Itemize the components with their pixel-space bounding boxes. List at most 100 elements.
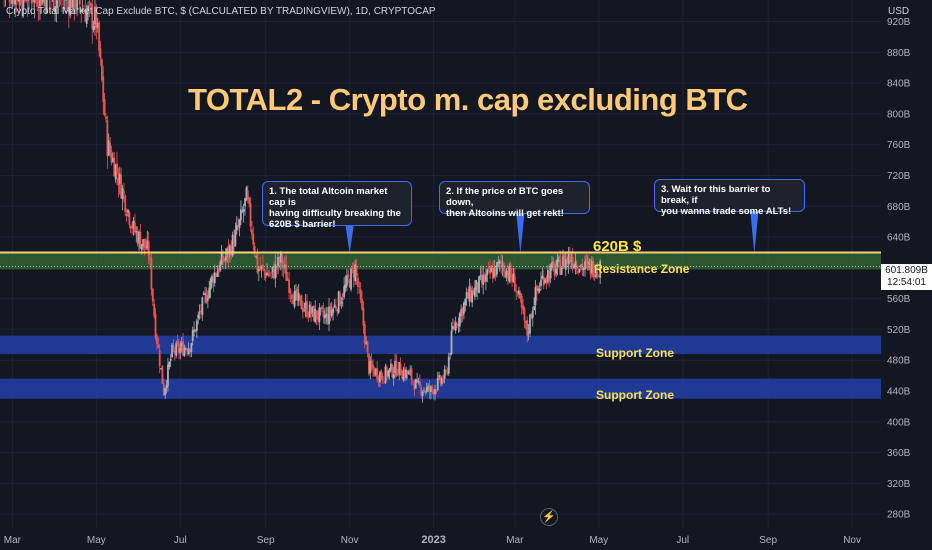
candle-body [530,314,533,319]
x-tick-label: Jul [676,535,689,546]
current-price-value: 601.809B [885,265,928,276]
candle-body [438,375,441,378]
currency-label[interactable]: USD [888,6,910,17]
candle-body [372,364,374,370]
candle-body [227,245,230,258]
y-tick-label: 720B [887,171,911,182]
candle-body [560,267,563,275]
x-tick-label: Sep [257,535,275,546]
candle-body [307,316,310,318]
candle-body [76,0,78,10]
candle-body [418,380,421,386]
candle-body [222,255,224,263]
candle-body [442,379,445,381]
candle-body [523,307,526,321]
candle-body [145,246,147,250]
candle-body [39,0,41,7]
candle-body [95,6,98,29]
candle-body [310,307,313,315]
candle-body [32,0,34,2]
candle-body [341,298,344,300]
candle-body [429,386,432,392]
candle-body [545,277,548,281]
candle-body [355,266,358,276]
candle-body [498,260,501,264]
resistance-zone-label: Resistance Zone [594,262,690,276]
candle-body [383,382,385,384]
candle-body [549,265,552,279]
candle-body [563,255,566,268]
candle-body [182,341,184,356]
support-zone-label-upper: Support Zone [596,346,674,360]
candle-body [559,259,562,275]
candle-body [540,279,542,287]
candle-body [392,374,395,379]
candle-body [427,385,430,390]
candle-body [98,22,101,51]
candle-body [497,262,500,264]
candle-body [446,371,449,373]
candle-body [21,5,23,8]
lightning-icon[interactable]: ⚡ [540,508,558,526]
candle-body [263,268,266,272]
candle-body [391,365,394,378]
candle-body [273,268,275,279]
candle-body [457,323,460,325]
candle-body [343,286,346,297]
candle-body [40,0,43,6]
candle-body [8,0,11,3]
candle-body [281,255,284,268]
x-tick-label: May [589,535,608,546]
candle-body [347,274,350,278]
candle-body [377,377,380,381]
candle-body [135,231,138,233]
candle-body [120,174,123,199]
candle-body [361,299,363,309]
candle-body [18,0,21,3]
candle-body [231,234,234,256]
candle-body [54,6,56,12]
candle-body [306,301,308,317]
candle-body [328,306,330,325]
candle-body [297,292,300,301]
candle-body [88,1,91,3]
candle-body [116,163,118,175]
candle-body [259,266,262,270]
candle-body [412,380,414,382]
candle-body [472,290,475,296]
candle-body [509,264,512,278]
candle-body [190,343,193,353]
candle-body [350,268,352,290]
symbol-title[interactable]: Crypto Total Market Cap Exclude BTC, $ (… [6,6,436,17]
candle-body [140,244,143,250]
candle-body [567,254,570,264]
candle-body [103,98,106,116]
candle-body [368,353,370,375]
candle-body [480,274,483,283]
candle-body [520,295,523,308]
candle-body [524,321,527,323]
candle-body [542,277,545,286]
candle-body [114,164,117,180]
candle-body [132,220,135,228]
candle-body [409,370,412,372]
candle-body [465,292,468,299]
candle-body [399,363,402,376]
candle-body [553,264,556,276]
candle-body [184,348,187,350]
candle-body [52,0,55,10]
candle-body [183,347,186,356]
candle-body [292,300,295,305]
candle-body [421,392,424,396]
candle-body [351,267,354,269]
candle-body [256,252,259,273]
candle-body [398,362,401,374]
candle-body [85,10,88,24]
callout-1-line-2: having difficulty breaking the [269,208,401,219]
x-tick-label: Sep [759,535,777,546]
candle-body [233,236,235,248]
candle-body [282,265,285,269]
candle-body [555,268,558,274]
candle-body [388,368,391,373]
